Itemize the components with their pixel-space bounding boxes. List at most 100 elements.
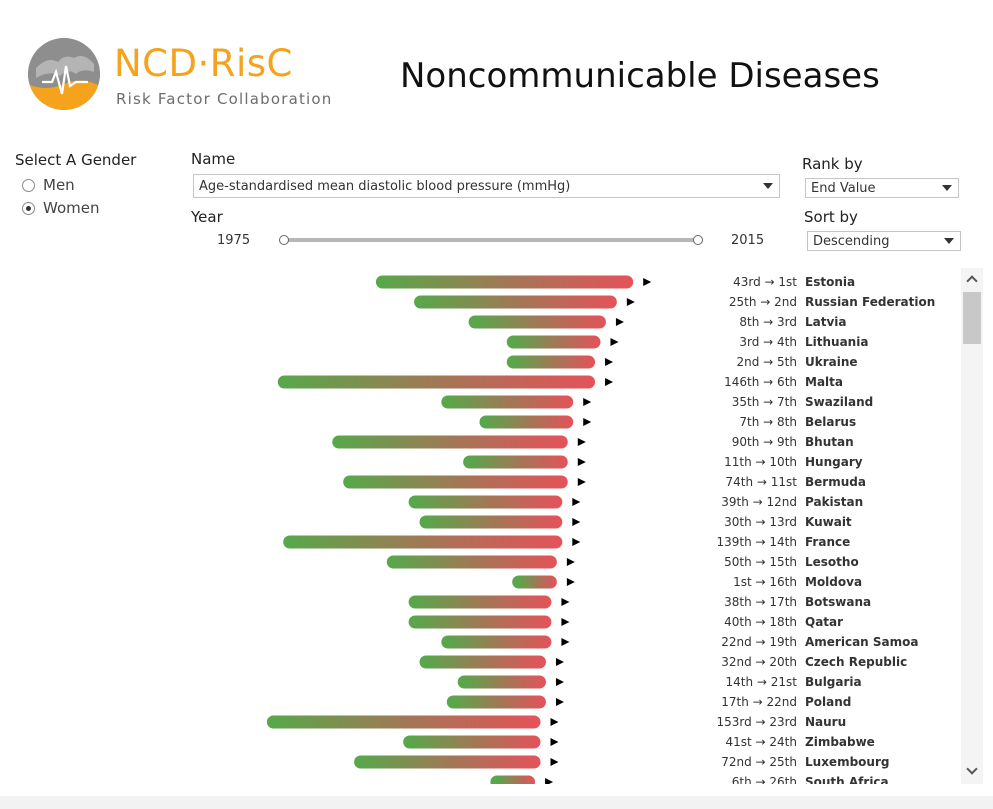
direction-arrow-icon <box>561 618 570 626</box>
rank-change-label: 153rd → 23rd <box>716 715 797 729</box>
rank-by-dropdown[interactable]: End Value <box>805 178 959 198</box>
chevron-down-icon[interactable] <box>757 175 779 197</box>
gender-option-women-label: Women <box>43 199 100 217</box>
bar-poland[interactable] <box>446 695 546 709</box>
chevron-down-icon[interactable] <box>936 179 958 197</box>
name-dropdown[interactable]: Age-standardised mean diastolic blood pr… <box>193 174 780 198</box>
gender-option-men[interactable]: Men <box>22 176 75 194</box>
gender-label: Select A Gender <box>15 151 137 169</box>
gender-option-men-label: Men <box>43 176 75 194</box>
country-label: Zimbabwe <box>805 735 875 749</box>
chevron-down-icon[interactable] <box>938 232 960 250</box>
country-label: Hungary <box>805 455 863 469</box>
direction-arrow-icon <box>572 518 581 526</box>
gender-option-women[interactable]: Women <box>22 199 99 217</box>
rank-change-label: 6th → 26th <box>732 775 797 784</box>
bar-malta[interactable] <box>277 375 596 389</box>
logo-subtitle: Risk Factor Collaboration <box>116 90 333 108</box>
country-label: France <box>805 535 850 549</box>
direction-arrow-icon <box>550 738 559 746</box>
country-label: Poland <box>805 695 851 709</box>
bar-swaziland[interactable] <box>441 395 574 409</box>
bar-south-africa[interactable] <box>490 775 536 785</box>
rank-change-label: 35th → 7th <box>732 395 797 409</box>
bar-bulgaria[interactable] <box>457 675 546 689</box>
bar-qatar[interactable] <box>408 615 552 629</box>
country-label: Lithuania <box>805 335 868 349</box>
rank-change-label: 25th → 2nd <box>729 295 797 309</box>
bar-estonia[interactable] <box>375 275 634 289</box>
radio-women[interactable] <box>22 201 35 215</box>
bar-moldova[interactable] <box>512 575 557 589</box>
footer-strip <box>0 796 993 809</box>
bar-russian-federation[interactable] <box>414 295 617 309</box>
country-label: Bhutan <box>805 435 854 449</box>
country-label: Belarus <box>805 415 856 429</box>
rank-change-label: 90th → 9th <box>732 435 797 449</box>
bar-ukraine[interactable] <box>506 355 596 369</box>
country-label: Kuwait <box>805 515 852 529</box>
radio-men[interactable] <box>22 178 35 192</box>
direction-arrow-icon <box>610 338 619 346</box>
country-label: Moldova <box>805 575 862 589</box>
country-label: Nauru <box>805 715 846 729</box>
year-slider-end-handle[interactable] <box>693 235 703 245</box>
country-label: Lesotho <box>805 555 859 569</box>
country-label: Estonia <box>805 275 855 289</box>
bar-hungary[interactable] <box>463 455 568 469</box>
rank-change-label: 50th → 15th <box>724 555 797 569</box>
bar-czech-republic[interactable] <box>419 655 546 669</box>
country-label: Bermuda <box>805 475 866 489</box>
scroll-thumb[interactable] <box>963 292 981 344</box>
ncd-risc-logo: NCD·RisC Risk Factor Collaboration <box>28 38 331 113</box>
bar-belarus[interactable] <box>479 415 574 429</box>
direction-arrow-icon <box>577 438 586 446</box>
page-title: Noncommunicable Diseases <box>400 56 880 96</box>
bar-luxembourg[interactable] <box>354 755 541 769</box>
direction-arrow-icon <box>583 398 592 406</box>
direction-arrow-icon <box>566 558 575 566</box>
country-label: Malta <box>805 375 843 389</box>
bar-kuwait[interactable] <box>419 515 563 529</box>
sort-by-value: Descending <box>813 233 890 249</box>
bar-bhutan[interactable] <box>332 435 568 449</box>
bar-lesotho[interactable] <box>386 555 557 569</box>
rank-change-label: 32nd → 20th <box>721 655 797 669</box>
country-label: Bulgaria <box>805 675 862 689</box>
bar-nauru[interactable] <box>266 715 541 729</box>
direction-arrow-icon <box>615 318 624 326</box>
direction-arrow-icon <box>605 378 614 386</box>
country-label: Botswana <box>805 595 871 609</box>
country-label: Ukraine <box>805 355 858 369</box>
bar-botswana[interactable] <box>408 595 552 609</box>
year-start-label: 1975 <box>217 233 251 248</box>
direction-arrow-icon <box>555 658 564 666</box>
bar-latvia[interactable] <box>468 315 606 329</box>
country-label: South Africa <box>805 775 889 784</box>
rank-change-label: 38th → 17th <box>724 595 797 609</box>
scroll-up-icon[interactable] <box>961 270 983 288</box>
direction-arrow-icon <box>583 418 592 426</box>
chart-scrollbar[interactable] <box>961 268 983 784</box>
rank-change-label: 146th → 6th <box>724 375 797 389</box>
rank-change-label: 74th → 11st <box>726 475 798 489</box>
bar-lithuania[interactable] <box>506 335 601 349</box>
bar-zimbabwe[interactable] <box>403 735 541 749</box>
country-label: Qatar <box>805 615 843 629</box>
rank-change-label: 22nd → 19th <box>721 635 797 649</box>
year-slider-track[interactable] <box>283 238 698 242</box>
rank-by-value: End Value <box>811 180 876 196</box>
direction-arrow-icon <box>626 298 635 306</box>
direction-arrow-icon <box>550 758 559 766</box>
bar-pakistan[interactable] <box>408 495 563 509</box>
direction-arrow-icon <box>577 478 586 486</box>
country-label: Latvia <box>805 315 847 329</box>
rank-change-label: 43rd → 1st <box>733 275 797 289</box>
year-slider-start-handle[interactable] <box>279 235 289 245</box>
direction-arrow-icon <box>566 578 575 586</box>
scroll-down-icon[interactable] <box>961 762 983 780</box>
bar-france[interactable] <box>283 535 563 549</box>
bar-bermuda[interactable] <box>343 475 568 489</box>
bar-american-samoa[interactable] <box>441 635 552 649</box>
sort-by-dropdown[interactable]: Descending <box>807 231 961 251</box>
